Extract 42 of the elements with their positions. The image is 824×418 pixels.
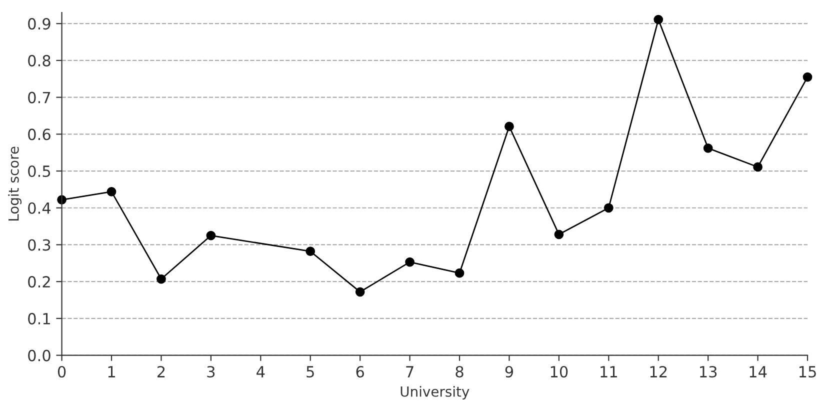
y-tick-label: 0.8: [28, 54, 50, 66]
y-tick-label: 0.4: [28, 202, 51, 214]
point: [554, 230, 564, 240]
x-tick-label: 3: [207, 366, 215, 378]
x-tick-label: 11: [600, 366, 617, 378]
y-tick-label: 0.5: [28, 165, 50, 178]
x-tick-label: 6: [356, 366, 364, 378]
x-tick-label: 13: [700, 366, 717, 378]
x-tick-label: 0: [58, 366, 66, 378]
x-tick-label: 9: [505, 366, 514, 378]
point: [206, 230, 216, 240]
point: [405, 257, 414, 267]
x-tick-label: 8: [456, 366, 464, 378]
y-tick-label: 0.1: [28, 312, 50, 324]
x-tick-label: 2: [157, 366, 165, 378]
x-tick-label: 4: [256, 366, 265, 378]
point: [454, 268, 464, 278]
y-axis-title: Logit score: [8, 146, 22, 220]
x-tick-label: 14: [750, 366, 767, 378]
point: [604, 203, 614, 213]
y-tick-label: 0.9: [28, 18, 50, 30]
point: [306, 246, 316, 256]
point: [802, 72, 812, 82]
x-tick-label: 1: [108, 366, 115, 378]
y-tick-label: 0.3: [28, 239, 50, 251]
point: [156, 274, 166, 284]
point: [753, 162, 762, 172]
x-tick-label: 7: [406, 366, 414, 378]
point: [355, 287, 365, 297]
x-tick-label: 5: [306, 366, 314, 378]
x-axis-title: University: [400, 386, 470, 400]
x-tick-label: 15: [799, 366, 816, 378]
y-tick-label: 0.7: [28, 92, 50, 104]
point: [703, 143, 713, 153]
point: [504, 122, 514, 132]
point: [106, 186, 116, 196]
x-tick-label: 10: [550, 366, 568, 378]
y-tick-label: 0.2: [28, 276, 50, 288]
x-tick-label: 12: [650, 366, 667, 378]
y-tick-label: 0.0: [28, 350, 50, 362]
point: [654, 14, 664, 24]
y-tick-label: 0.6: [28, 128, 50, 140]
